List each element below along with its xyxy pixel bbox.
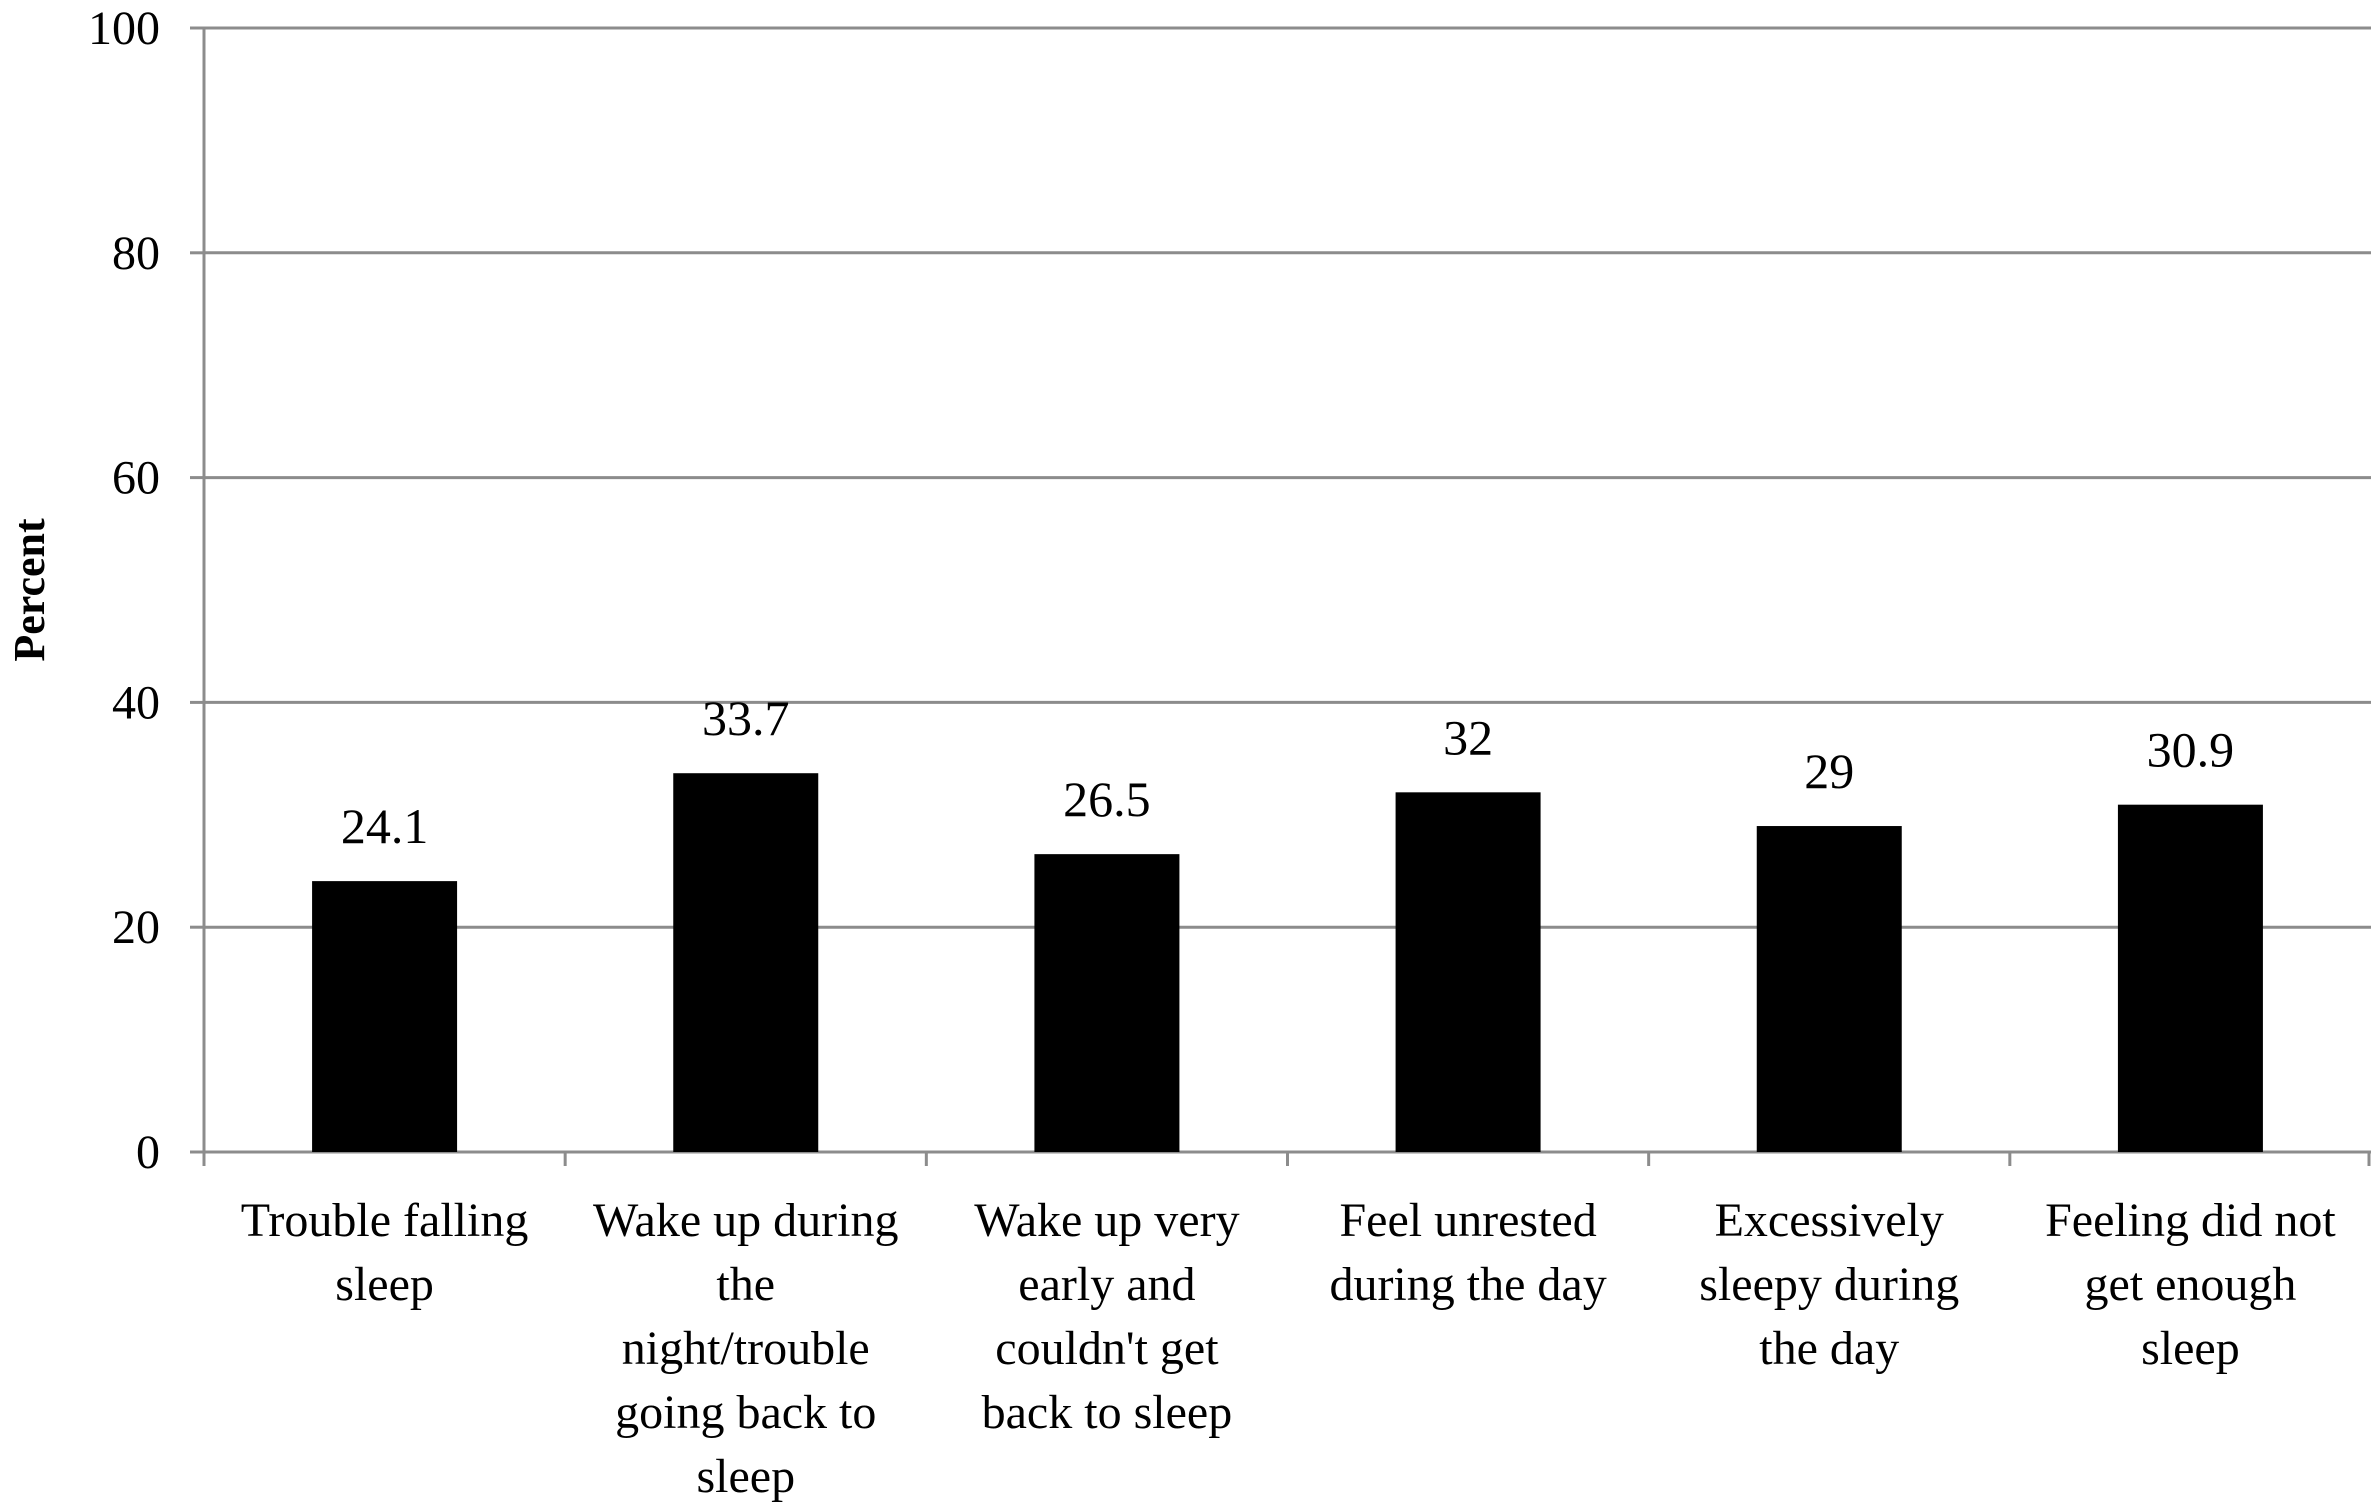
bar — [1034, 854, 1180, 1152]
bar — [312, 881, 458, 1152]
category-label-line: sleep — [2141, 1322, 2240, 1375]
category-label-line: Trouble falling — [241, 1194, 529, 1247]
category-label-line: the — [716, 1258, 775, 1311]
y-tick-label: 80 — [112, 227, 160, 280]
data-label: 29 — [1804, 743, 1854, 799]
y-axis-title: Percent — [5, 518, 54, 662]
y-tick-label: 60 — [112, 452, 160, 505]
category-labels: Trouble falling sleep Wake up during the nig… — [241, 1194, 2337, 1503]
category-label-line: the day — [1759, 1322, 1899, 1375]
y-tick-label: 40 — [112, 676, 160, 729]
y-tick-label: 100 — [88, 2, 160, 55]
bar — [673, 773, 819, 1152]
category-label-line: night/trouble — [622, 1322, 870, 1375]
category-label-line: back to sleep — [982, 1386, 1233, 1439]
category-label-line: sleepy during — [1699, 1258, 1959, 1311]
data-label: 32 — [1443, 709, 1493, 765]
category-label-line: Feel unrested — [1339, 1194, 1596, 1247]
data-label: 26.5 — [1063, 771, 1151, 827]
y-tick-label: 0 — [136, 1126, 160, 1179]
category-label-line: couldn't get — [995, 1322, 1219, 1375]
category-label-line: Wake up during — [593, 1194, 898, 1247]
category-label: Excessively sleepy during the day — [1699, 1194, 1959, 1375]
category-label-line: get enough — [2084, 1258, 2296, 1311]
gridlines — [204, 26, 2371, 929]
y-tick-label: 20 — [112, 901, 160, 954]
axes — [190, 26, 2371, 1166]
category-label-line: sleep — [696, 1450, 795, 1503]
data-label: 30.9 — [2147, 722, 2235, 778]
category-label: Wake up during the night/trouble going back… — [593, 1194, 898, 1503]
y-tick-labels: 0 20 40 60 80 100 — [88, 2, 160, 1179]
data-label: 24.1 — [341, 798, 429, 854]
bar — [1756, 826, 1902, 1152]
bar — [1395, 792, 1541, 1152]
category-label: Feeling did not get enough sleep — [2045, 1194, 2336, 1375]
data-label: 33.7 — [702, 690, 790, 746]
bars — [312, 773, 2263, 1152]
category-label: Feel unrested during the day — [1329, 1194, 1606, 1311]
category-label: Trouble falling sleep — [241, 1194, 529, 1311]
category-label-line: going back to — [615, 1386, 876, 1439]
category-label: Wake up very early and couldn't get back to… — [974, 1194, 1239, 1439]
category-label-line: Feeling did not — [2045, 1194, 2336, 1247]
category-label-line: Excessively — [1715, 1194, 1944, 1247]
category-label-line: during the day — [1329, 1258, 1606, 1311]
category-label-line: sleep — [335, 1258, 434, 1311]
category-label-line: Wake up very — [974, 1194, 1239, 1247]
category-label-line: early and — [1018, 1258, 1195, 1311]
bar — [2117, 804, 2263, 1152]
data-labels: 24.1 33.7 26.5 32 29 30.9 — [341, 690, 2234, 854]
